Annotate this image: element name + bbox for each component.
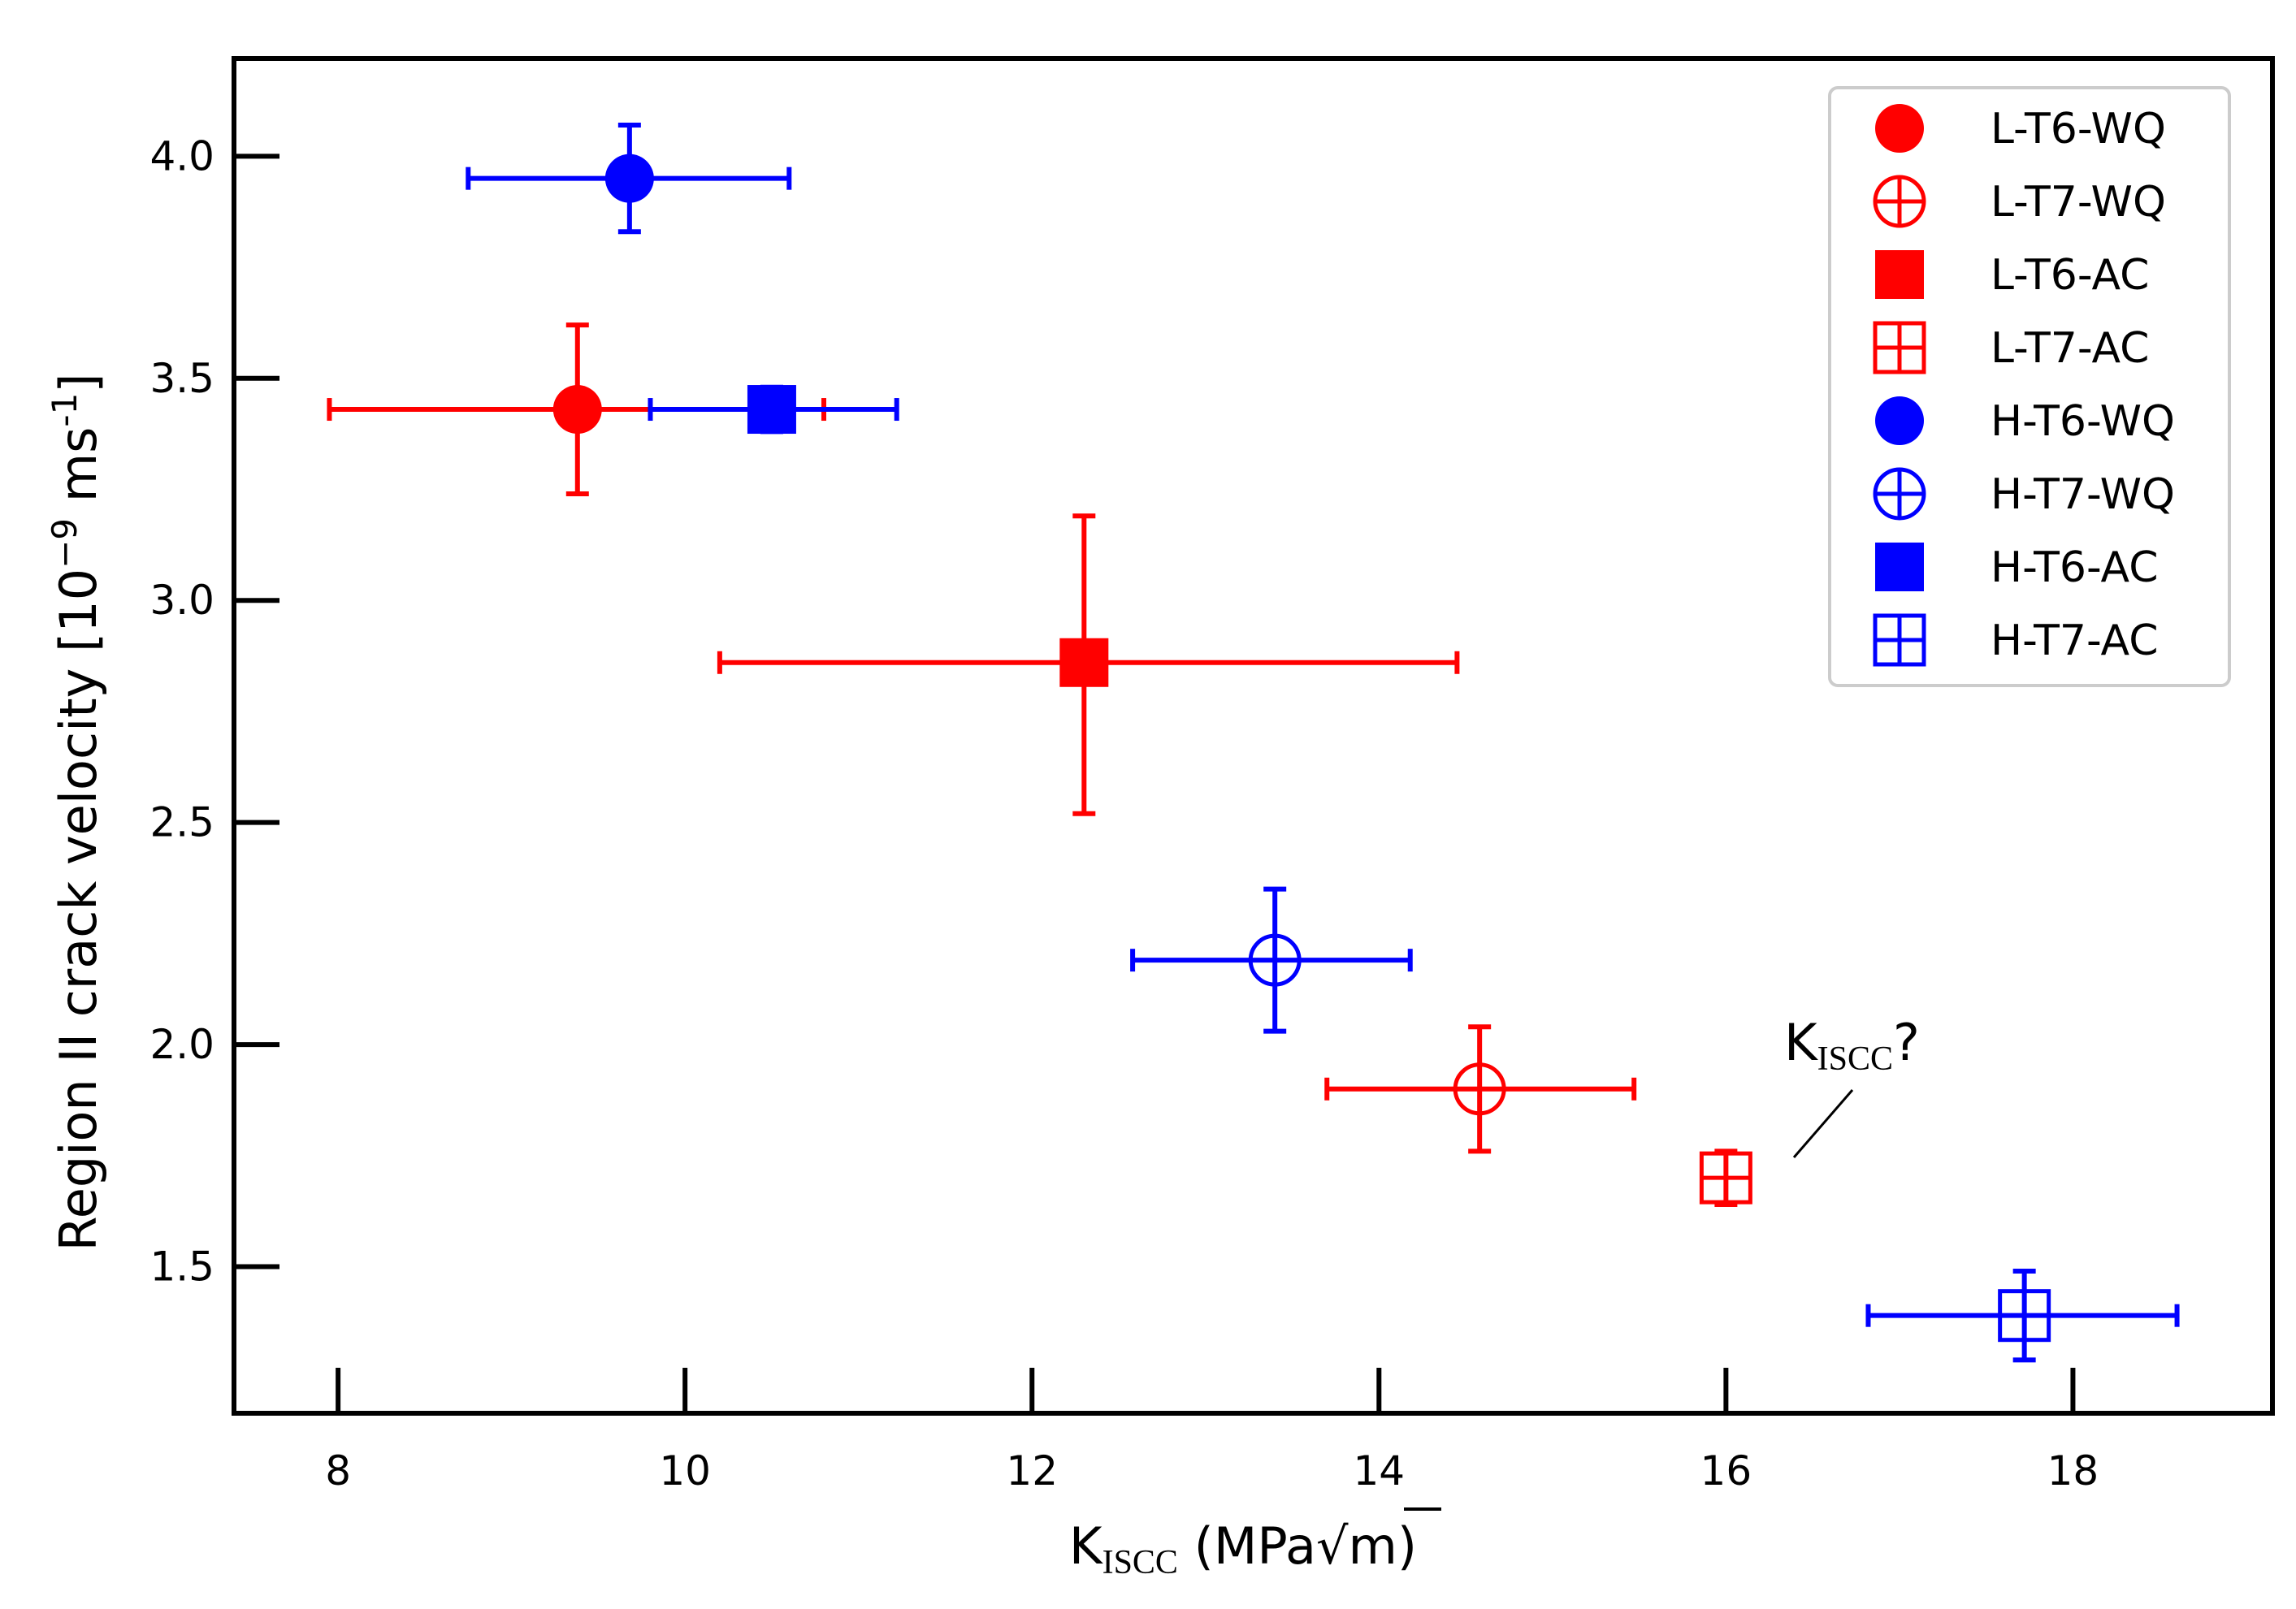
legend-label-h-t7-ac: H-T7-AC xyxy=(1991,616,2159,665)
x-axis-label-main: K xyxy=(1069,1516,1103,1576)
axes-layer: 8 10 12 14 16 18 1.5 2.0 2.5 3.0 3.5 4.0 xyxy=(149,56,2275,1494)
x-axis-label: KISCC (MPa√m) xyxy=(1069,1516,1417,1581)
annotation-kiscc: KISCC? xyxy=(1784,1013,1920,1158)
marker-square xyxy=(747,385,796,435)
y-axis-label-main: Region II crack velocity [10 xyxy=(49,569,108,1252)
legend-marker-l-t7-wq xyxy=(1873,175,1926,228)
legend: L-T6-WQ L-T7-WQ L-T6-AC L-T7-AC H-T6-WQ H-T7-… xyxy=(1828,86,2231,687)
x-axis-label-units-prefix: (MPa xyxy=(1178,1516,1316,1576)
legend-label-h-t6-wq: H-T6-WQ xyxy=(1991,397,2175,446)
annotation-text: KISCC? xyxy=(1784,1013,1920,1078)
x-tick-label: 10 xyxy=(659,1447,711,1494)
data-point-l-t6-ac xyxy=(1059,638,1109,687)
data-point-l-t7-ac xyxy=(1699,1151,1752,1205)
series-layer xyxy=(327,123,2180,1363)
legend-item-l-t6-ac: L-T6-AC xyxy=(1875,250,2149,300)
x-tick-label: 14 xyxy=(1353,1447,1405,1494)
annotation-main: K xyxy=(1784,1013,1818,1072)
series-h-t6-ac xyxy=(648,384,899,435)
legend-item-h-t7-wq: H-T7-WQ xyxy=(1873,467,2175,521)
plot-frame xyxy=(232,56,2275,1416)
x-tick-label: 12 xyxy=(1006,1447,1058,1494)
legend-marker-l-t6-ac xyxy=(1875,250,1924,299)
x-tick-label: 8 xyxy=(325,1447,351,1494)
legend-frame xyxy=(1828,86,2231,687)
y-tick-label: 3.0 xyxy=(149,577,214,624)
data-point-l-t7-wq xyxy=(1453,1062,1506,1116)
y-tick-label: 1.5 xyxy=(149,1244,214,1291)
marker-circle xyxy=(552,385,602,435)
legend-item-h-t6-wq: H-T6-WQ xyxy=(1875,396,2175,446)
annotation-end: ? xyxy=(1893,1013,1920,1072)
legend-marker-h-t6-ac xyxy=(1875,543,1924,591)
y-tick-label: 3.5 xyxy=(149,355,214,402)
series-h-t7-ac xyxy=(1865,1268,2180,1363)
legend-label-l-t7-ac: L-T7-AC xyxy=(1991,324,2149,373)
y-axis-label-exp1: −9 xyxy=(45,518,84,569)
y-axis-label-end: ] xyxy=(49,373,108,392)
series-l-t6-ac xyxy=(717,513,1460,816)
y-tick-label: 2.5 xyxy=(149,799,214,846)
legend-label-l-t6-ac: L-T6-AC xyxy=(1991,251,2149,300)
series-h-t7-wq xyxy=(1130,886,1413,1034)
data-point-l-t6-wq xyxy=(552,385,602,435)
x-axis-label-sub: ISCC xyxy=(1103,1544,1178,1581)
y-axis-label-exp2: -1 xyxy=(45,393,84,427)
data-point-h-t7-ac xyxy=(1998,1289,2051,1343)
legend-label-h-t6-ac: H-T6-AC xyxy=(1991,543,2159,592)
series-h-t6-wq xyxy=(466,123,792,235)
legend-item-h-t7-ac: H-T7-AC xyxy=(1873,613,2159,667)
y-axis-label: Region II crack velocity [10−9 ms-1] xyxy=(45,373,108,1251)
y-tick-label: 4.0 xyxy=(149,132,214,179)
legend-marker-h-t7-wq xyxy=(1873,467,1926,521)
y-axis-label-mid: ms xyxy=(49,427,108,518)
series-l-t7-wq xyxy=(1324,1024,1637,1154)
legend-item-l-t6-wq: L-T6-WQ xyxy=(1875,104,2166,154)
legend-marker-h-t7-ac xyxy=(1873,613,1926,667)
marker-square xyxy=(1875,543,1924,591)
marker-circle xyxy=(604,154,654,203)
legend-label-h-t7-wq: H-T7-WQ xyxy=(1991,470,2175,519)
x-axis-label-units-suffix: ) xyxy=(1397,1516,1417,1576)
x-axis-label-units-var: m xyxy=(1348,1516,1397,1576)
x-tick-label: 18 xyxy=(2047,1447,2099,1494)
legend-marker-h-t6-wq xyxy=(1875,396,1924,445)
annotation-sub: ISCC xyxy=(1817,1040,1893,1078)
legend-item-l-t7-wq: L-T7-WQ xyxy=(1873,175,2166,228)
data-point-h-t7-wq xyxy=(1248,933,1302,987)
legend-item-h-t6-ac: H-T6-AC xyxy=(1875,543,2159,592)
marker-circle xyxy=(1875,396,1924,445)
data-point-h-t6-ac xyxy=(747,385,796,435)
legend-marker-l-t6-wq xyxy=(1875,104,1924,153)
legend-item-l-t7-ac: L-T7-AC xyxy=(1873,321,2149,374)
legend-label-l-t7-wq: L-T7-WQ xyxy=(1991,178,2166,227)
x-tick-label: 16 xyxy=(1700,1447,1752,1494)
legend-label-l-t6-wq: L-T6-WQ xyxy=(1991,105,2166,154)
y-tick-label: 2.0 xyxy=(149,1021,214,1068)
data-point-h-t6-wq xyxy=(604,154,654,203)
marker-square xyxy=(1059,638,1109,687)
annotation-leader-line xyxy=(1792,1089,1854,1158)
x-axis-label-sqrt: √ xyxy=(1316,1516,1349,1576)
marker-square xyxy=(1875,250,1924,299)
marker-circle xyxy=(1875,104,1924,153)
legend-marker-l-t7-ac xyxy=(1873,321,1926,374)
series-l-t7-ac xyxy=(1699,1148,1752,1207)
